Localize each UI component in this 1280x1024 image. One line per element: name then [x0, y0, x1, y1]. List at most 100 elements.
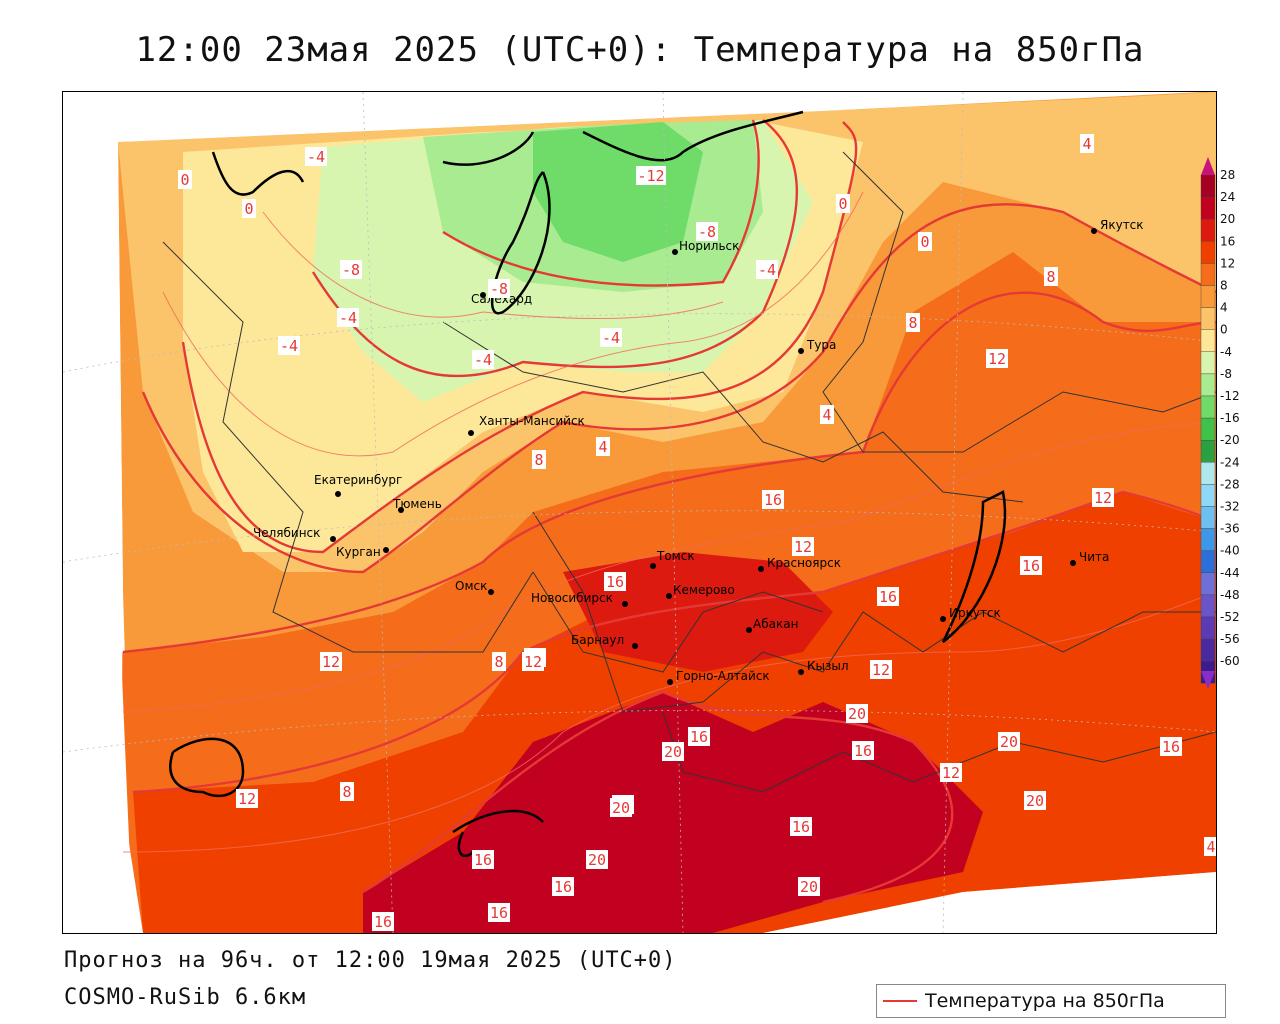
colorbar-block — [1200, 528, 1216, 551]
contour-label-background — [488, 279, 510, 298]
contour-label: -8 — [342, 261, 360, 279]
colorbar-tick-label: 24 — [1220, 190, 1235, 204]
contour-label: 16 — [554, 878, 572, 896]
temperature-map[interactable]: Салехард Норильск Якутск Тура Ханты-Мансийск… — [63, 92, 1216, 933]
contour-label-background — [586, 850, 608, 869]
contour-label: 16 — [854, 742, 872, 760]
city-marker — [746, 627, 752, 633]
contour-label-background — [522, 652, 544, 671]
contour-label: 8 — [908, 314, 917, 332]
contour-label: 12 — [942, 764, 960, 782]
contour-label-background — [596, 437, 610, 456]
contour-label: 4 — [598, 438, 607, 456]
contour-label-background — [846, 704, 868, 723]
contour-label: 8 — [534, 451, 543, 469]
contour-label: -12 — [637, 167, 664, 185]
contour-label: 16 — [690, 728, 708, 746]
contour-label: -4 — [758, 261, 776, 279]
contour-label-background — [372, 912, 394, 931]
contour-label: 16 — [474, 851, 492, 869]
colorbar-block — [1200, 351, 1216, 375]
colorbar-tick-label: -52 — [1220, 610, 1240, 624]
colorbar-block — [1200, 462, 1216, 485]
colorbar-tick-label: -12 — [1220, 389, 1240, 403]
contour-label: -8 — [698, 223, 716, 241]
colorbar-tick-label: 12 — [1220, 256, 1235, 270]
contour-label-background — [836, 194, 850, 213]
contour-label: 0 — [920, 233, 929, 251]
city-marker — [1091, 228, 1097, 234]
contour-label-background — [636, 166, 666, 185]
contour-label: 12 — [524, 653, 542, 671]
colorbar-block — [1200, 572, 1216, 596]
colorbar-block — [1200, 616, 1216, 640]
contour-label: 12 — [238, 790, 256, 808]
thin-contour-lines — [122, 191, 1216, 853]
city-marker — [383, 547, 389, 553]
colorbar-block — [1200, 550, 1216, 574]
colorbar-tick-label: -4 — [1220, 345, 1232, 359]
field-20b — [563, 552, 833, 672]
colorbar: 28 24 20 16 12 8 4 0 -4 -8 -12 -16 -20 -24 -28 -32 -36 -4… — [1200, 157, 1240, 689]
city-label: Горно-Алтайск — [676, 669, 770, 683]
field-minus12 — [533, 122, 703, 262]
city-marker — [798, 669, 804, 675]
contour-label-background — [998, 732, 1020, 751]
colorbar-block — [1200, 329, 1216, 352]
city-label: Тюмень — [392, 497, 442, 511]
colorbar-top-arrow — [1201, 157, 1215, 175]
city-label: Новосибирск — [531, 591, 613, 605]
city-marker — [480, 292, 486, 298]
contour-label-background — [877, 587, 899, 606]
contour-label: 12 — [872, 661, 890, 679]
contour-label: 8 — [1046, 268, 1055, 286]
colorbar-block — [1200, 219, 1216, 242]
city-label: Абакан — [753, 617, 798, 631]
contour-label-background — [1020, 556, 1042, 575]
contour-label-background — [337, 308, 359, 327]
map-panel[interactable]: Салехард Норильск Якутск Тура Ханты-Мансийск… — [62, 91, 1217, 934]
colorbar-block — [1200, 196, 1216, 220]
city-marker — [1070, 560, 1076, 566]
colorbar-tick-label: 20 — [1220, 212, 1235, 226]
colorbar-block — [1200, 285, 1216, 308]
contour-label: 16 — [792, 818, 810, 836]
city-marker — [650, 563, 656, 569]
city-label: Чита — [1079, 550, 1109, 564]
colorbar-block — [1200, 440, 1216, 463]
model-info: COSMO-RuSib 6.6км — [64, 985, 307, 1010]
city-marker — [632, 643, 638, 649]
contour-label: 20 — [612, 799, 630, 817]
colorbar-tick-label: 8 — [1220, 279, 1228, 293]
city-marker — [398, 507, 404, 513]
legend-line-swatch — [883, 1000, 917, 1002]
contour-label: -4 — [339, 309, 357, 327]
contour-label-background — [798, 877, 820, 896]
contour-label-background — [696, 222, 718, 241]
contour-label-background — [986, 349, 1008, 368]
colorbar-tick-label: -28 — [1220, 477, 1240, 491]
contour-label: 4 — [822, 406, 831, 424]
contour-label-background — [1204, 837, 1216, 856]
colorbar-block — [1200, 307, 1216, 330]
contour-label-background — [756, 260, 778, 279]
colorbar-tick-label: -24 — [1220, 455, 1240, 469]
contour-label-background — [918, 232, 932, 251]
graticule — [63, 92, 1216, 933]
contour-label: 20 — [588, 851, 606, 869]
contour-label: 8 — [494, 653, 503, 671]
contour-label-background — [906, 313, 920, 332]
contour-label-background — [1024, 791, 1046, 810]
contour-label: 16 — [374, 913, 392, 931]
colorbar-blocks — [1200, 174, 1216, 684]
contour-label: 16 — [764, 491, 782, 509]
city-label: Омск — [455, 579, 487, 593]
city-label: Ханты-Мансийск — [479, 414, 585, 428]
contour-label-background — [610, 798, 632, 817]
contour-label-background — [940, 763, 962, 782]
contour-label-background — [870, 660, 892, 679]
field-20 — [363, 692, 983, 933]
contour-label-background — [820, 405, 834, 424]
colorbar-block — [1200, 241, 1216, 264]
city-marker — [940, 616, 946, 622]
